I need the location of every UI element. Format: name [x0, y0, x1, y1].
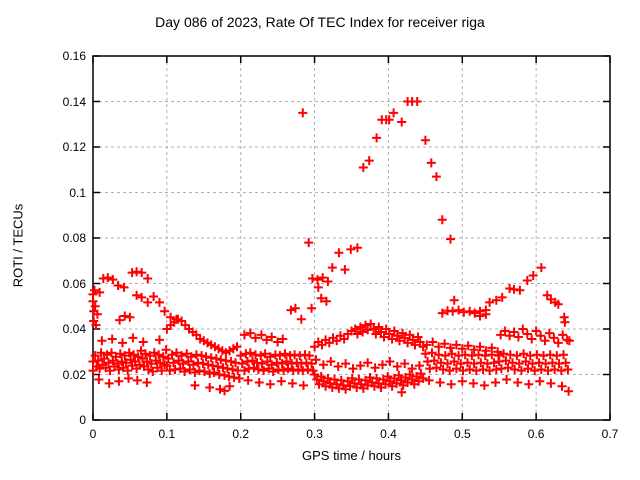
y-tick-label: 0.06: [62, 276, 86, 291]
chart-title: Day 086 of 2023, Rate Of TEC Index for r…: [155, 14, 485, 30]
x-tick-label: 0: [89, 427, 97, 441]
y-tick-label: 0.14: [62, 94, 86, 109]
x-tick-label: 0.1: [158, 427, 176, 441]
y-tick-label: 0.04: [62, 322, 86, 336]
x-tick-label: 0.2: [232, 427, 250, 441]
x-tick-label: 0.5: [453, 427, 471, 441]
y-tick-label: 0.08: [62, 231, 86, 245]
y-tick-label: 0.16: [62, 49, 86, 63]
y-tick-label: 0: [79, 413, 86, 427]
x-tick-label: 0.7: [601, 427, 619, 441]
data-points: [88, 97, 574, 397]
x-tick-label: 0.6: [527, 427, 545, 441]
x-tick-label: 0.4: [380, 427, 397, 441]
x-tick-label: 0.3: [306, 427, 323, 441]
y-tick-label: 0.12: [62, 140, 86, 154]
y-tick-label: 0.02: [62, 367, 86, 382]
y-tick-label: 0.1: [69, 185, 86, 200]
x-axis-label: GPS time / hours: [302, 448, 401, 463]
